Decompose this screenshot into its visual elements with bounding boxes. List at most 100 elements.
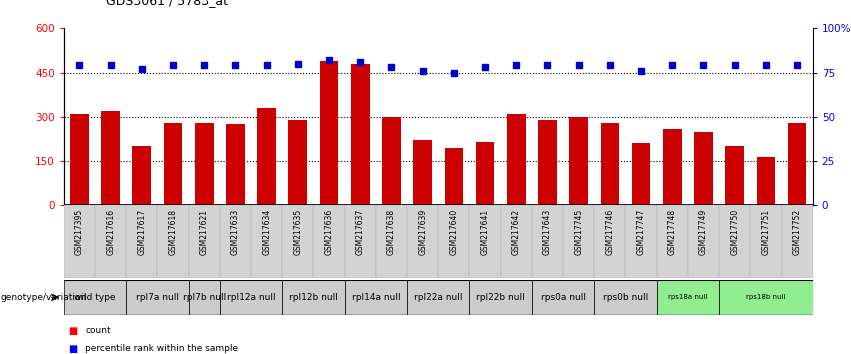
- Text: GSM217752: GSM217752: [792, 209, 802, 255]
- Text: percentile rank within the sample: percentile rank within the sample: [85, 344, 238, 353]
- Text: GSM217637: GSM217637: [356, 209, 365, 255]
- Bar: [532, 205, 563, 278]
- Bar: [657, 280, 719, 315]
- Bar: [725, 146, 744, 205]
- Bar: [476, 142, 494, 205]
- Bar: [444, 148, 463, 205]
- Bar: [126, 205, 157, 278]
- Bar: [345, 205, 376, 278]
- Bar: [569, 117, 588, 205]
- Bar: [532, 280, 594, 315]
- Text: wild type: wild type: [74, 293, 116, 302]
- Text: genotype/variation: genotype/variation: [1, 293, 87, 302]
- Text: GSM217745: GSM217745: [574, 209, 583, 255]
- Bar: [313, 205, 345, 278]
- Bar: [101, 111, 120, 205]
- Bar: [376, 205, 407, 278]
- Bar: [414, 141, 432, 205]
- Bar: [663, 129, 682, 205]
- Text: GSM217641: GSM217641: [481, 209, 489, 255]
- Text: ■: ■: [68, 326, 77, 336]
- Text: GSM217643: GSM217643: [543, 209, 552, 255]
- Bar: [781, 205, 813, 278]
- Text: GSM217636: GSM217636: [324, 209, 334, 255]
- Bar: [320, 61, 339, 205]
- Text: GSM217749: GSM217749: [699, 209, 708, 255]
- Text: GSM217747: GSM217747: [637, 209, 646, 255]
- Text: rpl22b null: rpl22b null: [477, 293, 525, 302]
- Bar: [345, 280, 407, 315]
- Bar: [288, 120, 307, 205]
- Bar: [157, 205, 189, 278]
- Text: rpl7b null: rpl7b null: [183, 293, 226, 302]
- Text: count: count: [85, 326, 111, 336]
- Bar: [438, 205, 470, 278]
- Bar: [594, 280, 657, 315]
- Text: GSM217395: GSM217395: [75, 209, 84, 255]
- Text: GDS3061 / 5783_at: GDS3061 / 5783_at: [106, 0, 228, 7]
- Text: GSM217640: GSM217640: [449, 209, 459, 255]
- Bar: [625, 205, 657, 278]
- Bar: [283, 205, 313, 278]
- Text: rpl7a null: rpl7a null: [136, 293, 179, 302]
- Bar: [594, 205, 625, 278]
- Bar: [719, 205, 751, 278]
- Bar: [788, 123, 807, 205]
- Bar: [631, 143, 650, 205]
- Text: rpl12b null: rpl12b null: [289, 293, 338, 302]
- Text: GSM217639: GSM217639: [418, 209, 427, 255]
- Bar: [507, 114, 526, 205]
- Text: GSM217750: GSM217750: [730, 209, 740, 255]
- Bar: [220, 205, 251, 278]
- Bar: [64, 280, 126, 315]
- Bar: [538, 120, 557, 205]
- Bar: [500, 205, 532, 278]
- Text: GSM217642: GSM217642: [511, 209, 521, 255]
- Bar: [757, 156, 775, 205]
- Text: rps0b null: rps0b null: [603, 293, 648, 302]
- Bar: [283, 280, 345, 315]
- Bar: [470, 205, 500, 278]
- Bar: [407, 280, 470, 315]
- Bar: [133, 146, 151, 205]
- Bar: [688, 205, 719, 278]
- Bar: [719, 280, 813, 315]
- Bar: [163, 123, 182, 205]
- Bar: [226, 124, 245, 205]
- Text: rpl12a null: rpl12a null: [226, 293, 276, 302]
- Text: rpl14a null: rpl14a null: [351, 293, 400, 302]
- Text: GSM217638: GSM217638: [387, 209, 396, 255]
- Text: GSM217633: GSM217633: [231, 209, 240, 255]
- Bar: [257, 108, 276, 205]
- Text: rps18a null: rps18a null: [668, 295, 707, 300]
- Bar: [189, 205, 220, 278]
- Text: GSM217751: GSM217751: [762, 209, 770, 255]
- Text: rpl22a null: rpl22a null: [414, 293, 462, 302]
- Text: GSM217616: GSM217616: [106, 209, 115, 255]
- Text: ■: ■: [68, 344, 77, 354]
- Bar: [126, 280, 189, 315]
- Text: GSM217748: GSM217748: [668, 209, 677, 255]
- Bar: [407, 205, 438, 278]
- Bar: [70, 114, 89, 205]
- Bar: [751, 205, 781, 278]
- Text: GSM217617: GSM217617: [137, 209, 146, 255]
- Text: GSM217746: GSM217746: [605, 209, 614, 255]
- Text: GSM217634: GSM217634: [262, 209, 271, 255]
- Text: rps0a null: rps0a null: [540, 293, 585, 302]
- Text: GSM217635: GSM217635: [294, 209, 302, 255]
- Bar: [351, 64, 369, 205]
- Text: rps18b null: rps18b null: [746, 295, 785, 300]
- Text: GSM217618: GSM217618: [168, 209, 178, 255]
- Bar: [251, 205, 283, 278]
- Bar: [694, 132, 713, 205]
- Text: GSM217621: GSM217621: [200, 209, 208, 255]
- Bar: [601, 123, 620, 205]
- Bar: [64, 205, 95, 278]
- Bar: [657, 205, 688, 278]
- Bar: [189, 280, 220, 315]
- Bar: [95, 205, 126, 278]
- Bar: [195, 123, 214, 205]
- Bar: [382, 117, 401, 205]
- Bar: [220, 280, 283, 315]
